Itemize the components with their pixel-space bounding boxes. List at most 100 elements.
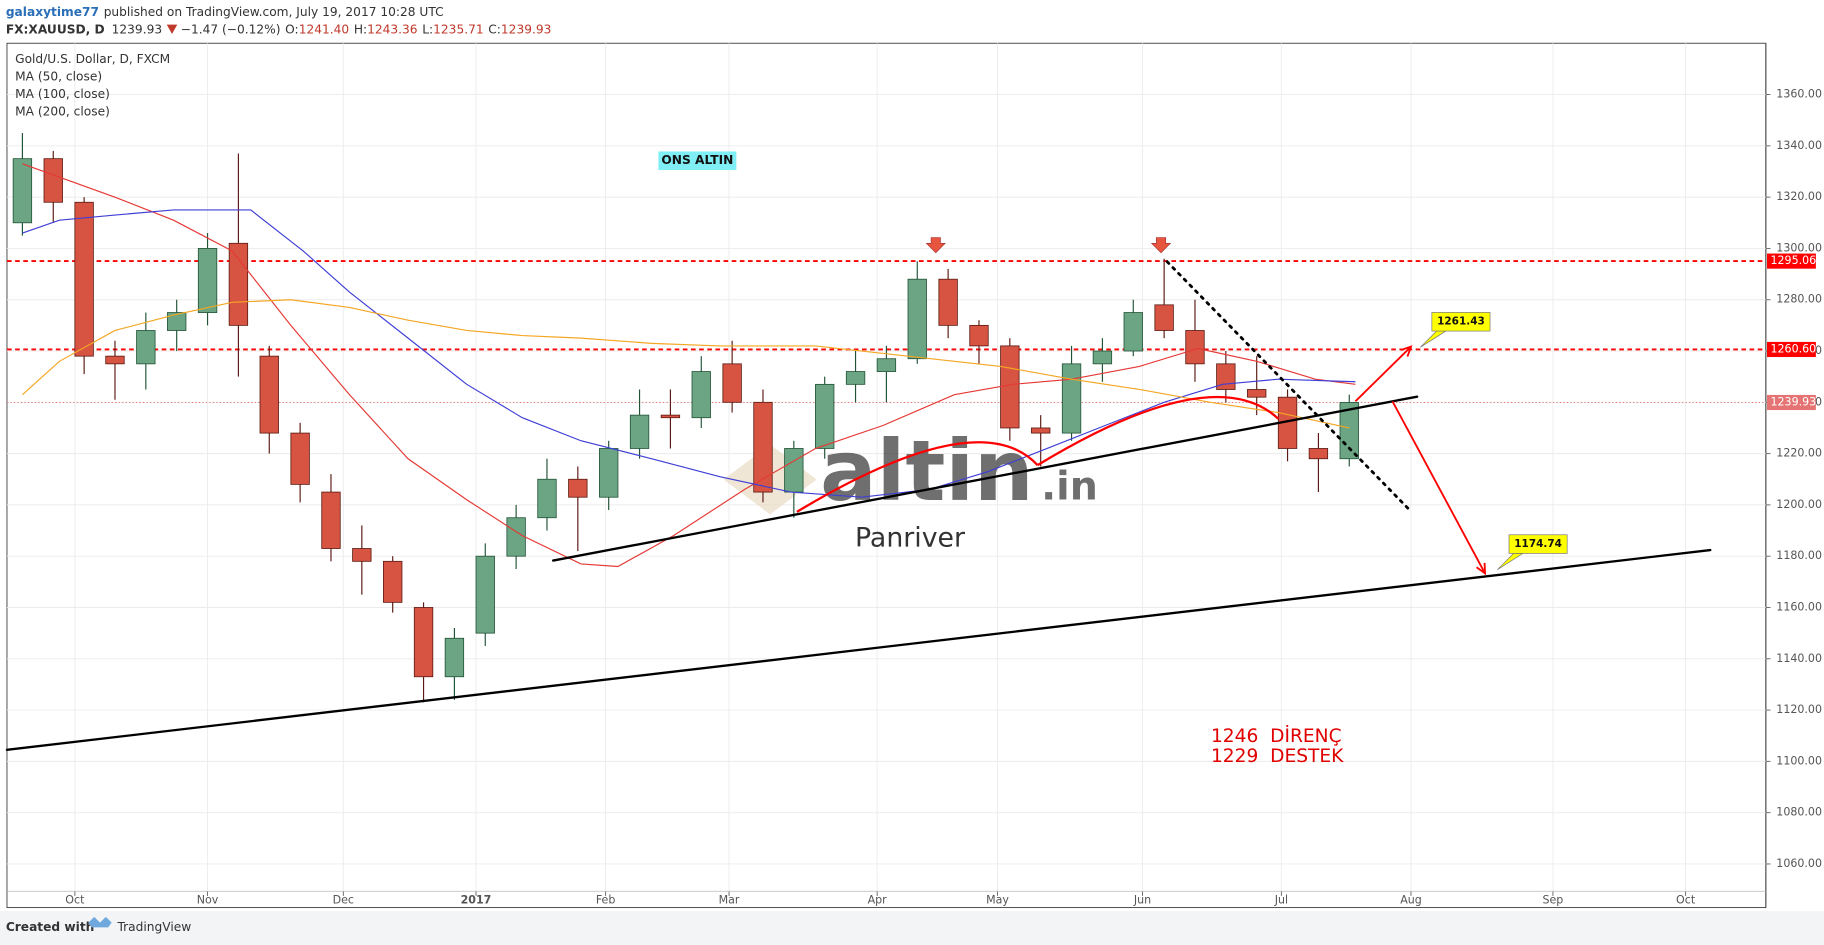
ma-line bbox=[22, 299, 1350, 429]
watermark: Panriver bbox=[855, 522, 965, 553]
y-tick-label: 1080.00 bbox=[1776, 806, 1822, 819]
callout-box bbox=[1431, 312, 1491, 332]
candle-body bbox=[784, 448, 804, 493]
candle-body bbox=[876, 358, 897, 372]
candle-body bbox=[352, 548, 372, 562]
candle-body bbox=[1154, 304, 1174, 331]
h-label: H: bbox=[354, 22, 367, 36]
plot: 1060.00 1080.00 1100.00 1120.00 1140.00 1160.… bbox=[5, 43, 1822, 907]
callout-box bbox=[1508, 534, 1568, 554]
candle-body bbox=[969, 324, 989, 347]
candle-body bbox=[413, 607, 434, 678]
candle-body bbox=[197, 248, 218, 313]
annotation: 1229 DESTEK bbox=[1211, 746, 1344, 767]
candle-body bbox=[599, 448, 619, 498]
arc bbox=[796, 441, 1039, 513]
y-tick-label: 1120.00 bbox=[1776, 703, 1822, 716]
price-label: 1239.93 bbox=[1770, 395, 1816, 408]
y-tick-label: 1160.00 bbox=[1776, 600, 1822, 613]
candle-body bbox=[845, 371, 866, 385]
trendline bbox=[551, 395, 1419, 562]
candle-body bbox=[383, 560, 403, 603]
y-tick-label: 1340.00 bbox=[1776, 139, 1822, 152]
legend-title: Gold/U.S. Dollar, D, FXCM bbox=[15, 52, 170, 66]
callout-label: 1174.74 bbox=[1514, 538, 1562, 550]
candle-body bbox=[568, 478, 588, 498]
price-label-bg bbox=[1767, 394, 1816, 411]
x-tick-label: Jul bbox=[1274, 894, 1288, 907]
footer-brand[interactable]: TradingView bbox=[116, 920, 191, 934]
candle-body bbox=[938, 278, 958, 326]
h-value: 1243.36 bbox=[367, 22, 417, 36]
candle-body bbox=[815, 383, 835, 449]
y-tick-label: 1220.00 bbox=[1776, 447, 1822, 460]
annotation: 1246 DİRENÇ bbox=[1211, 724, 1342, 747]
candle-body bbox=[506, 517, 526, 557]
candle-body bbox=[1247, 389, 1267, 398]
candle-body bbox=[722, 363, 742, 403]
author[interactable]: galaxytime77 bbox=[6, 4, 99, 18]
y-tick-label: 1060.00 bbox=[1776, 857, 1822, 870]
candle-body bbox=[1308, 448, 1329, 460]
candle-body bbox=[290, 432, 310, 485]
candle-body bbox=[907, 278, 927, 360]
y-tick-label: 1100.00 bbox=[1776, 754, 1822, 767]
x-tick-label: 2017 bbox=[461, 894, 492, 907]
candle-body bbox=[1000, 345, 1020, 429]
candle-body bbox=[43, 158, 63, 203]
candle-body bbox=[629, 414, 650, 449]
arc bbox=[1037, 395, 1280, 467]
candle-body bbox=[1185, 330, 1205, 365]
symbol: FX:XAUUSD, D bbox=[6, 22, 105, 36]
price-label-bg bbox=[1767, 341, 1816, 358]
arrow bbox=[1354, 345, 1412, 402]
annotation: ONS ALTIN bbox=[661, 153, 733, 167]
y-tick-label: 1360.00 bbox=[1776, 88, 1822, 101]
quote-line: FX:XAUUSD, D 1239.93 −1.47 (−0.12%) O:1241.… bbox=[6, 22, 552, 36]
x-tick-label: Feb bbox=[596, 894, 616, 907]
annotation-bg bbox=[658, 151, 737, 171]
candle-body bbox=[228, 242, 249, 326]
x-tick-label: Aug bbox=[1400, 894, 1422, 907]
candle-body bbox=[74, 201, 94, 357]
candle-body bbox=[12, 158, 33, 224]
candle-body bbox=[259, 355, 279, 434]
header-line: galaxytime77 published on TradingView.com… bbox=[6, 4, 444, 18]
last: 1239.93 bbox=[112, 22, 162, 36]
tv-logo bbox=[88, 916, 112, 928]
c-label: C: bbox=[488, 22, 501, 36]
c-value: 1239.93 bbox=[501, 22, 551, 36]
candle-body bbox=[105, 355, 125, 365]
x-tick-label: Oct bbox=[65, 894, 85, 907]
x-tick-label: Dec bbox=[333, 894, 354, 907]
trendline bbox=[1165, 260, 1410, 510]
legend-item: MA (50, close) bbox=[15, 69, 102, 83]
x-tick-label: May bbox=[986, 894, 1009, 907]
o-label: O: bbox=[285, 22, 299, 36]
o-value: 1241.40 bbox=[299, 22, 349, 36]
arrow-marker bbox=[1150, 237, 1172, 254]
candle-body bbox=[136, 330, 156, 365]
candle-body bbox=[321, 491, 341, 549]
candle-body bbox=[660, 414, 681, 419]
footer-created: Created with bbox=[6, 920, 95, 934]
y-tick-label: 1180.00 bbox=[1776, 549, 1822, 562]
y-tick-label: 1200.00 bbox=[1776, 498, 1822, 511]
x-tick-label: Jun bbox=[1133, 894, 1151, 907]
arrow-head bbox=[1476, 562, 1487, 576]
candle-body bbox=[444, 637, 465, 678]
price-label: 1260.60 bbox=[1770, 342, 1816, 355]
trendline bbox=[5, 548, 1712, 751]
watermark: .in bbox=[1041, 463, 1098, 509]
x-tick-label: Nov bbox=[197, 894, 219, 907]
candle-body bbox=[1123, 312, 1143, 352]
l-label: L: bbox=[422, 22, 433, 36]
x-tick-label: Sep bbox=[1543, 894, 1564, 907]
candle-body bbox=[1092, 350, 1113, 365]
candle-body bbox=[753, 401, 773, 493]
footer-bar bbox=[0, 911, 1824, 945]
arrow bbox=[1391, 400, 1486, 574]
published: published on TradingView.com, July 19, 2… bbox=[104, 4, 444, 18]
ma-line bbox=[22, 209, 1356, 498]
candle-body bbox=[475, 555, 495, 634]
